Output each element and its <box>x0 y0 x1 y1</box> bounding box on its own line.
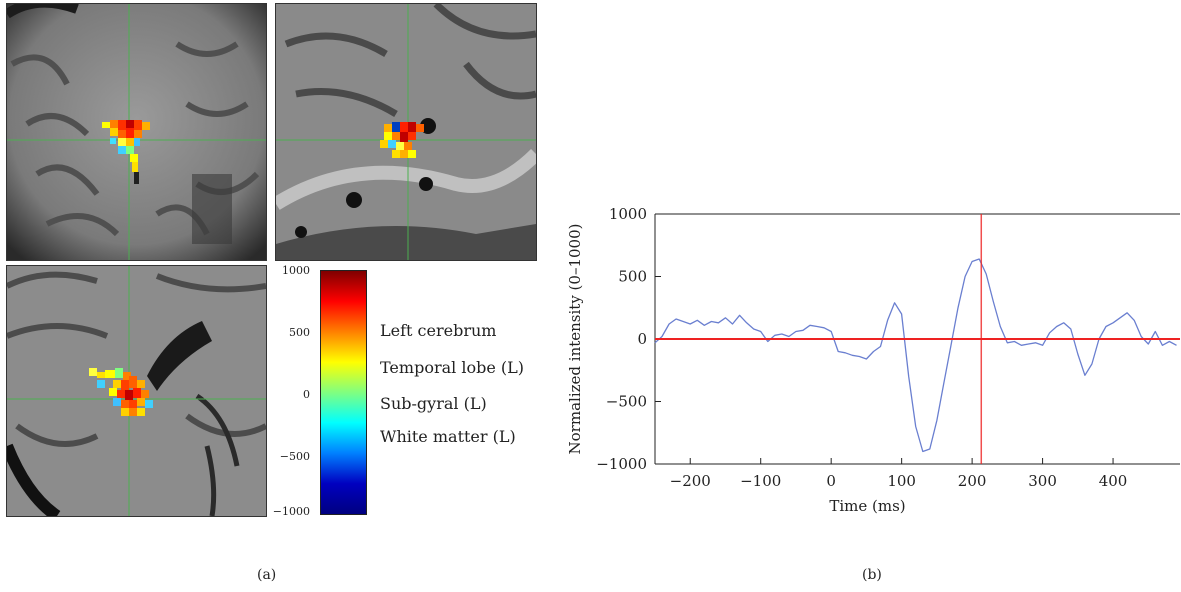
panel-a-caption: (a) <box>257 567 277 583</box>
x-tick-label: 200 <box>958 472 987 490</box>
colorbar-gradient <box>320 270 367 515</box>
y-tick-label: −500 <box>606 393 647 411</box>
x-tick-label: −100 <box>740 472 781 490</box>
x-tick-label: −200 <box>670 472 711 490</box>
x-tick-label: 400 <box>1099 472 1128 490</box>
x-tick-label: 0 <box>826 472 836 490</box>
y-tick-label: −1000 <box>596 455 647 473</box>
y-tick-label: 500 <box>618 268 647 286</box>
x-tick-label: 300 <box>1028 472 1057 490</box>
region-label: Temporal lobe (L) <box>380 358 524 377</box>
y-tick-label: 1000 <box>609 205 647 223</box>
colorbar-tick: −1000 <box>272 505 310 518</box>
colorbar-tick: 500 <box>289 326 310 339</box>
mri-axial-slice <box>6 265 267 517</box>
region-label: Left cerebrum <box>380 321 497 340</box>
region-label: Sub-gyral (L) <box>380 394 487 413</box>
colorbar-tick: 1000 <box>282 264 310 277</box>
panel-b-caption: (b) <box>862 567 882 583</box>
region-label: White matter (L) <box>380 427 516 446</box>
x-tick-label: 100 <box>887 472 916 490</box>
mri-sagittal-slice <box>275 3 537 261</box>
colorbar-tick: −500 <box>279 450 310 463</box>
x-axis-label: Time (ms) <box>829 497 905 515</box>
mri-coronal-slice <box>6 3 267 261</box>
colorbar-legend: 1000 500 0 −500 −1000 Left cerebrum Temp… <box>270 262 550 522</box>
colorbar-tick: 0 <box>303 388 310 401</box>
intensity-series-line <box>654 258 1177 453</box>
y-axis-label: Normalized intensity (0–1000) <box>566 224 584 455</box>
y-tick-label: 0 <box>637 330 647 348</box>
